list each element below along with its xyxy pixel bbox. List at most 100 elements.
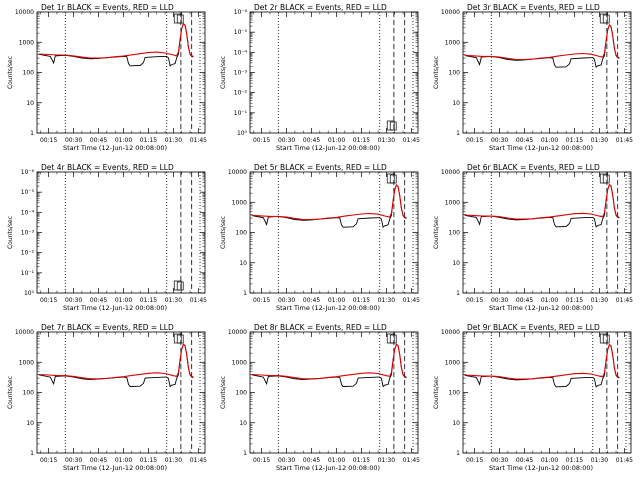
marker-box xyxy=(386,173,395,184)
x-tick-label: 01:15 xyxy=(353,457,370,464)
x-tick-label: 00:15 xyxy=(466,297,483,304)
x-tick-label: 01:45 xyxy=(190,137,207,144)
lld-series-line xyxy=(251,184,407,221)
x-axis-label: Start Time (12-Jun-12 00:08:00) xyxy=(489,464,593,472)
events-series-line xyxy=(251,184,407,229)
y-tick-label: 10 xyxy=(239,260,247,267)
marker-box xyxy=(389,174,397,184)
y-axis-label: Counts/sec xyxy=(220,56,227,89)
panel-title: Det 9r BLACK = Events, RED = LLD xyxy=(467,323,600,332)
x-tick-label: 01:15 xyxy=(353,297,370,304)
y-tick-label: 1 xyxy=(30,450,34,457)
y-axis-label: Counts/sec xyxy=(433,56,440,89)
marker-box xyxy=(389,334,397,344)
x-tick-label: 01:00 xyxy=(541,457,558,464)
marker-box xyxy=(176,281,184,291)
y-tick-label: 10 xyxy=(452,420,460,427)
y-tick-label: 10 xyxy=(26,100,34,107)
y-tick-label: 1000 xyxy=(19,39,34,46)
y-tick-label: 10⁻³ xyxy=(234,70,248,77)
panel-title: Det 2r BLACK = Events, RED = LLD xyxy=(254,3,387,12)
marker-box xyxy=(599,173,608,184)
panel-title: Det 6r BLACK = Events, RED = LLD xyxy=(467,163,600,172)
events-series-line xyxy=(464,183,620,228)
y-tick-label: 10 xyxy=(26,420,34,427)
panel-title: Det 3r BLACK = Events, RED = LLD xyxy=(467,3,600,12)
y-tick-label: 10⁻³ xyxy=(21,230,35,237)
x-axis-label: Start Time (12-Jun-12 00:08:00) xyxy=(63,304,167,312)
plot-frame xyxy=(249,11,419,134)
x-axis-label: Start Time (12-Jun-12 00:08:00) xyxy=(63,144,167,152)
y-axis-label: Counts/sec xyxy=(7,216,14,249)
panel-title: Det 7r BLACK = Events, RED = LLD xyxy=(41,323,174,332)
y-tick-label: 1 xyxy=(243,290,247,297)
x-tick-label: 01:30 xyxy=(378,297,395,304)
x-tick-label: 00:45 xyxy=(90,137,107,144)
panel-1r: Det 1r BLACK = Events, RED = LLD 1 10 100 10… xyxy=(7,3,207,152)
x-tick-label: 01:00 xyxy=(328,297,345,304)
x-axis-label: Start Time (12-Jun-12 00:08:00) xyxy=(489,304,593,312)
y-tick-label: 10⁻¹ xyxy=(21,270,35,277)
x-tick-label: 00:15 xyxy=(40,457,57,464)
events-series-line xyxy=(464,24,620,69)
y-tick-label: 100 xyxy=(449,390,461,397)
y-tick-label: 1 xyxy=(456,290,460,297)
y-tick-label: 10⁻⁶ xyxy=(234,9,248,16)
y-tick-label: 100 xyxy=(449,230,461,237)
x-tick-label: 01:45 xyxy=(616,297,633,304)
plot-frame xyxy=(36,171,206,294)
y-tick-label: 10000 xyxy=(15,329,34,336)
x-tick-label: 01:45 xyxy=(190,297,207,304)
y-tick-label: 10⁰ xyxy=(237,130,248,137)
x-tick-label: 00:15 xyxy=(253,297,270,304)
y-tick-label: 10⁻² xyxy=(234,90,248,97)
x-tick-label: 00:30 xyxy=(65,297,82,304)
y-tick-label: 1000 xyxy=(445,39,460,46)
lld-series-line xyxy=(464,183,620,220)
x-axis-label: Start Time (12-Jun-12 00:08:00) xyxy=(276,304,380,312)
y-tick-label: 1000 xyxy=(19,359,34,366)
events-series-line xyxy=(464,343,620,388)
lld-series-line xyxy=(464,343,620,380)
panel-title: Det 4r BLACK = Events, RED = LLD xyxy=(41,163,174,172)
panel-2r: Det 2r BLACK = Events, RED = LLD 10⁰ 10⁻¹ 1… xyxy=(220,3,420,152)
y-axis-label: Counts/sec xyxy=(7,376,14,409)
x-tick-label: 01:00 xyxy=(115,457,132,464)
x-tick-label: 01:45 xyxy=(403,457,420,464)
x-tick-label: 00:30 xyxy=(278,457,295,464)
panel-4r: Det 4r BLACK = Events, RED = LLD 10⁰ 10⁻¹ 1… xyxy=(7,163,207,312)
y-tick-label: 10000 xyxy=(441,9,460,16)
lld-series-line xyxy=(251,343,407,380)
x-tick-label: 01:15 xyxy=(566,457,583,464)
y-tick-label: 10000 xyxy=(228,329,247,336)
x-axis-label: Start Time (12-Jun-12 00:08:00) xyxy=(276,144,380,152)
x-tick-label: 01:45 xyxy=(190,457,207,464)
x-tick-label: 01:15 xyxy=(140,297,157,304)
plot-frame xyxy=(462,171,632,294)
x-tick-label: 00:45 xyxy=(303,137,320,144)
x-tick-label: 00:15 xyxy=(466,137,483,144)
y-tick-label: 1 xyxy=(456,450,460,457)
y-tick-label: 10⁰ xyxy=(24,290,35,297)
events-series-line xyxy=(38,23,194,67)
y-tick-label: 100 xyxy=(236,230,248,237)
panel-title: Det 5r BLACK = Events, RED = LLD xyxy=(254,163,387,172)
x-tick-label: 00:45 xyxy=(303,457,320,464)
x-tick-label: 00:45 xyxy=(516,457,533,464)
x-tick-label: 01:45 xyxy=(616,137,633,144)
y-axis-label: Counts/sec xyxy=(220,216,227,249)
y-axis-label: Counts/sec xyxy=(7,56,14,89)
x-tick-label: 01:30 xyxy=(378,457,395,464)
x-tick-label: 00:15 xyxy=(40,137,57,144)
x-tick-label: 00:45 xyxy=(90,297,107,304)
x-tick-label: 01:45 xyxy=(403,297,420,304)
x-axis-label: Start Time (12-Jun-12 00:08:00) xyxy=(276,464,380,472)
x-axis-label: Start Time (12-Jun-12 00:08:00) xyxy=(63,464,167,472)
x-tick-label: 01:15 xyxy=(140,137,157,144)
marker-box xyxy=(176,14,184,24)
plot-frame xyxy=(462,331,632,454)
y-tick-label: 10 xyxy=(239,420,247,427)
x-tick-label: 01:00 xyxy=(115,137,132,144)
x-tick-label: 01:45 xyxy=(616,457,633,464)
x-tick-label: 00:30 xyxy=(65,137,82,144)
